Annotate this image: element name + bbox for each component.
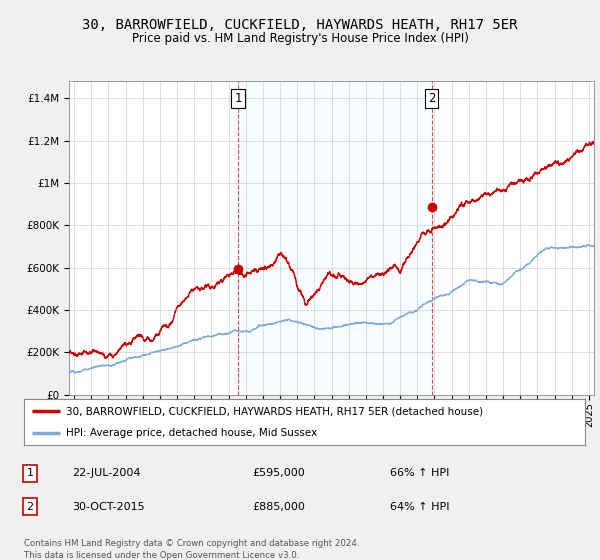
Text: £595,000: £595,000 — [252, 468, 305, 478]
Text: 64% ↑ HPI: 64% ↑ HPI — [390, 502, 449, 512]
Text: 2: 2 — [26, 502, 34, 512]
Text: HPI: Average price, detached house, Mid Sussex: HPI: Average price, detached house, Mid … — [66, 428, 317, 438]
Bar — [238, 81, 431, 395]
Text: £885,000: £885,000 — [252, 502, 305, 512]
Text: 2: 2 — [428, 92, 435, 105]
Text: 30, BARROWFIELD, CUCKFIELD, HAYWARDS HEATH, RH17 5ER (detached house): 30, BARROWFIELD, CUCKFIELD, HAYWARDS HEA… — [66, 406, 483, 416]
Text: 1: 1 — [26, 468, 34, 478]
Text: 1: 1 — [234, 92, 242, 105]
Text: Contains HM Land Registry data © Crown copyright and database right 2024.
This d: Contains HM Land Registry data © Crown c… — [24, 539, 359, 559]
Text: 30, BARROWFIELD, CUCKFIELD, HAYWARDS HEATH, RH17 5ER: 30, BARROWFIELD, CUCKFIELD, HAYWARDS HEA… — [82, 18, 518, 32]
Text: 22-JUL-2004: 22-JUL-2004 — [72, 468, 140, 478]
Text: Price paid vs. HM Land Registry's House Price Index (HPI): Price paid vs. HM Land Registry's House … — [131, 32, 469, 45]
Text: 66% ↑ HPI: 66% ↑ HPI — [390, 468, 449, 478]
Text: 30-OCT-2015: 30-OCT-2015 — [72, 502, 145, 512]
